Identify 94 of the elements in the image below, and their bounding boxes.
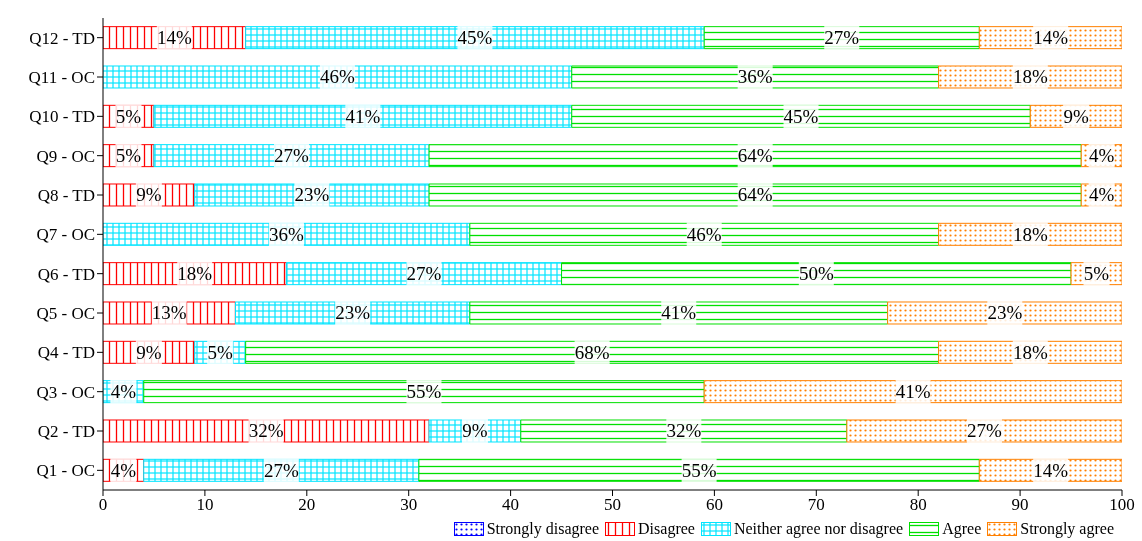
- bar: [846, 419, 1122, 443]
- data-label: 5%: [115, 145, 142, 167]
- data-label: 45%: [783, 105, 819, 127]
- data-label: 4%: [110, 381, 137, 403]
- data-label: 36%: [737, 66, 773, 88]
- data-label: 27%: [824, 27, 860, 49]
- data-label: 18%: [177, 263, 213, 285]
- bar: [561, 262, 1072, 286]
- data-label: 41%: [345, 105, 381, 127]
- bar: [428, 183, 1082, 207]
- data-label: 9%: [462, 420, 488, 442]
- y-tick-label: Q11 - OC: [28, 68, 95, 88]
- data-label: 41%: [895, 381, 931, 403]
- x-tick-label: 10: [196, 495, 214, 515]
- bar: [245, 26, 705, 50]
- data-label: 4%: [1088, 145, 1115, 167]
- data-label: 32%: [248, 420, 284, 442]
- bar: [245, 340, 940, 364]
- bar: [571, 104, 1031, 128]
- y-tick-label: Q10 - TD: [29, 107, 95, 127]
- y-tick-label: Q5 - OC: [36, 304, 95, 324]
- data-label: 18%: [1012, 66, 1048, 88]
- x-tick-label: 0: [98, 495, 108, 515]
- bar: [153, 104, 573, 128]
- data-label: 45%: [457, 27, 493, 49]
- legend-label: Neither agree nor disagree: [733, 520, 904, 538]
- data-label: 55%: [406, 381, 442, 403]
- bar: [428, 144, 1082, 168]
- data-label: 5%: [115, 105, 142, 127]
- data-label: 4%: [1088, 184, 1115, 206]
- data-label: 64%: [737, 145, 773, 167]
- data-label: 46%: [686, 223, 722, 245]
- x-tick-label: 60: [705, 495, 723, 515]
- data-label: 18%: [1012, 341, 1048, 363]
- legend-label: Agree: [942, 520, 982, 538]
- bar: [103, 419, 430, 443]
- y-tick-label: Q12 - TD: [29, 28, 95, 48]
- bar: [194, 183, 430, 207]
- x-tick-label: 50: [604, 495, 621, 515]
- y-tick-label: Q8 - TD: [37, 186, 95, 206]
- data-label: 14%: [1033, 27, 1069, 49]
- data-label: 23%: [294, 184, 330, 206]
- data-label: 23%: [987, 302, 1023, 324]
- y-tick-label: Q3 - OC: [36, 382, 95, 402]
- data-label: 36%: [269, 223, 305, 245]
- y-tick-label: Q6 - TD: [37, 264, 95, 284]
- x-tick-label: 20: [298, 495, 316, 515]
- data-label: 9%: [136, 184, 162, 206]
- data-label: 50%: [798, 263, 834, 285]
- bar: [520, 419, 848, 443]
- bar: [234, 301, 471, 325]
- data-label: 23%: [335, 302, 371, 324]
- bar: [703, 380, 1122, 404]
- data-label: 68%: [574, 341, 610, 363]
- bar: [103, 222, 471, 246]
- y-tick-label: Q7 - OC: [36, 225, 95, 245]
- data-label: 41%: [661, 302, 697, 324]
- data-label: 18%: [1012, 223, 1048, 245]
- y-tick-label: Q2 - TD: [37, 422, 95, 442]
- data-label: 14%: [156, 27, 192, 49]
- bar: [418, 458, 980, 482]
- data-label: 9%: [136, 341, 162, 363]
- data-label: 64%: [737, 184, 773, 206]
- x-tick-label: 80: [909, 495, 927, 515]
- legend-label: Strongly agree: [1020, 520, 1114, 538]
- data-label: 9%: [1063, 105, 1089, 127]
- legend-label: Strongly disagree: [486, 520, 600, 538]
- data-label: 55%: [681, 459, 717, 481]
- data-label: 14%: [1033, 459, 1069, 481]
- x-tick-label: 40: [502, 495, 520, 515]
- bar: [143, 380, 705, 404]
- data-label: 4%: [110, 459, 137, 481]
- data-label: 27%: [406, 263, 442, 285]
- bar: [103, 65, 573, 89]
- x-tick-label: 90: [1011, 495, 1029, 515]
- x-tick-label: 100: [1109, 495, 1135, 515]
- x-tick-label: 30: [400, 495, 418, 515]
- bar: [469, 222, 940, 246]
- bar: [469, 301, 889, 325]
- data-label: 32%: [666, 420, 702, 442]
- data-label: 27%: [263, 459, 299, 481]
- y-tick-label: Q4 - TD: [37, 343, 95, 363]
- data-label: 5%: [1083, 263, 1110, 285]
- data-label: 46%: [319, 66, 355, 88]
- x-tick-label: 70: [807, 495, 825, 515]
- y-tick-label: Q9 - OC: [36, 146, 95, 166]
- bar: [571, 65, 940, 89]
- bar: [887, 301, 1122, 325]
- data-label: 5%: [207, 341, 234, 363]
- data-label: 13%: [151, 302, 187, 324]
- legend-label: Disagree: [638, 520, 695, 538]
- y-tick-label: Q1 - OC: [36, 461, 95, 481]
- data-label: 27%: [967, 420, 1003, 442]
- data-label: 27%: [274, 145, 310, 167]
